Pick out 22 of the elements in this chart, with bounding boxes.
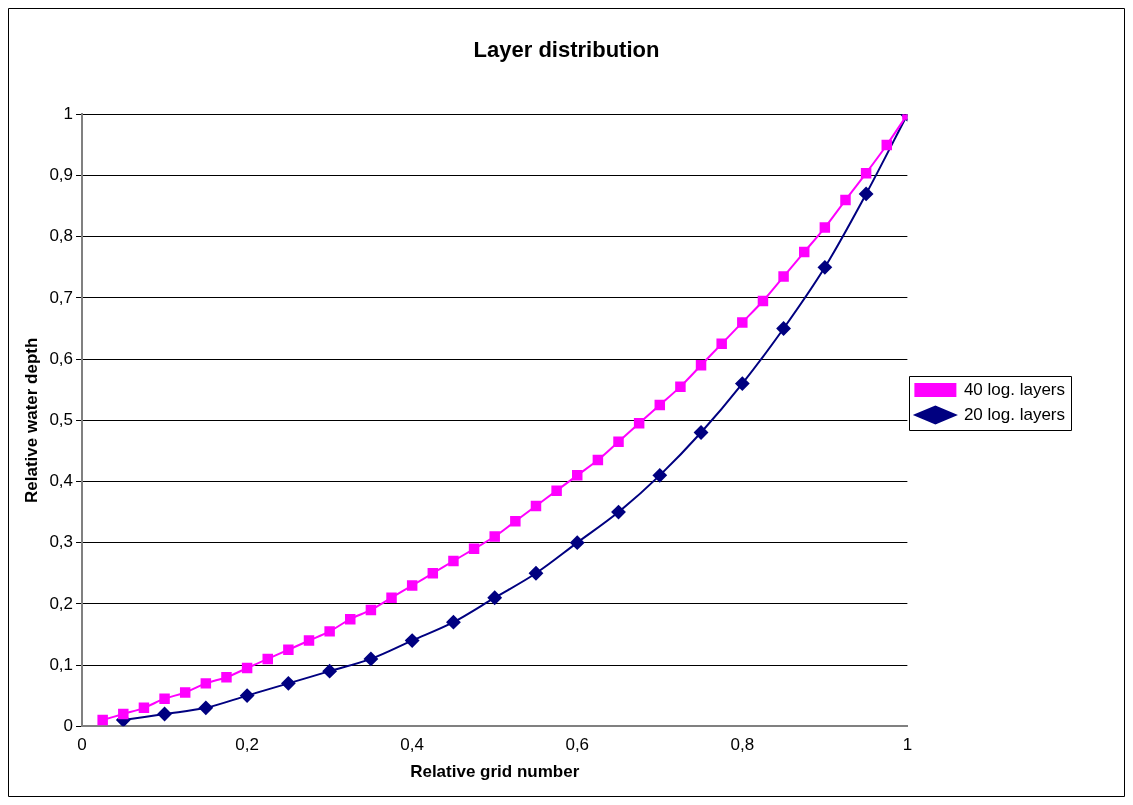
y-tick-label: 0,1: [49, 654, 74, 674]
y-tick-label: 0,7: [49, 287, 74, 307]
y-tick-label: 0,3: [49, 532, 74, 552]
chart-title: Layer distribution: [473, 37, 660, 63]
y-tick-label: 0,4: [49, 471, 74, 491]
legend-label: 20 log. layers: [963, 404, 1066, 424]
y-tick-label: 0,6: [49, 348, 74, 368]
y-tick-label: 0,8: [49, 226, 74, 246]
x-tick-label: 0,6: [565, 735, 590, 755]
y-tick-label: 1: [63, 104, 74, 124]
y-tick-label: 0,2: [49, 593, 74, 613]
x-tick-label: 1: [902, 735, 913, 755]
y-tick-label: 0: [63, 715, 74, 735]
x-axis-title: Relative grid number: [410, 762, 580, 782]
y-tick-label: 0,5: [49, 409, 74, 429]
legend-label: 40 log. layers: [963, 379, 1066, 399]
y-tick-label: 0,9: [49, 165, 74, 185]
x-tick-label: 0: [77, 735, 87, 755]
x-tick-label: 0,8: [730, 735, 755, 755]
x-tick-label: 0,2: [235, 735, 259, 755]
y-axis-title: Relative water depth: [21, 337, 41, 503]
x-tick-label: 0,4: [400, 735, 424, 755]
